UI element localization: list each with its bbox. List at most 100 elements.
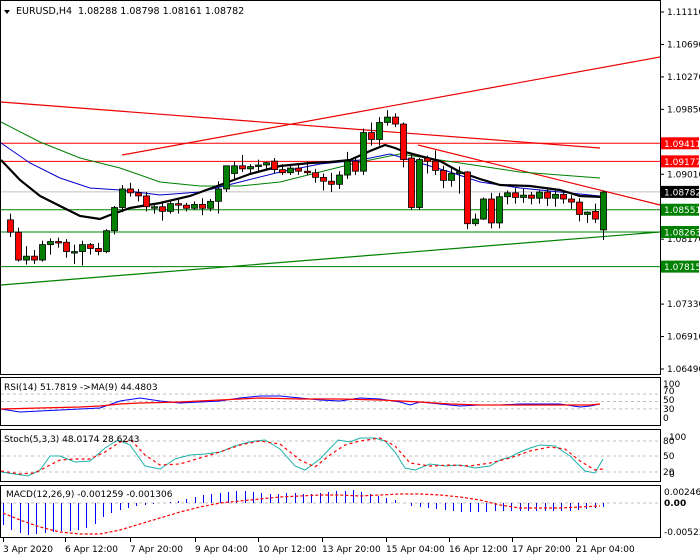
bear-candle-body (304, 170, 311, 174)
chart-header: EURUSD,H4 1.08288 1.08798 1.08161 1.0878… (4, 6, 244, 17)
bear-candle-body (159, 206, 166, 212)
price-label-1.07815: 1.07815 (661, 260, 700, 273)
candle (15, 227, 22, 262)
candle (512, 188, 519, 204)
candle (408, 154, 415, 210)
bull-candle-body (416, 159, 423, 208)
price-label-text: 1.08782 (664, 188, 700, 198)
candle (119, 185, 126, 213)
rsi-level-label: 100 (663, 380, 680, 390)
stoch-pane (0, 429, 661, 482)
candle (215, 181, 222, 214)
price-plot (0, 56, 661, 286)
rsi-title: RSI(14) 51.7819 ->MA(9) 44.4803 (4, 383, 158, 393)
price-label-1.08551: 1.08551 (661, 203, 700, 216)
bull-candle-body (223, 165, 230, 190)
stoch-level-label: 100 (669, 433, 686, 443)
price-label-text: 1.09411 (664, 140, 700, 150)
price-label-1.09177: 1.09177 (661, 155, 700, 168)
price-axis: 1.11110 1.10690 1.10270 1.09850 1.09010 1.081… (660, 8, 700, 375)
bull-candle-body (287, 167, 294, 174)
candle (79, 240, 86, 266)
triangle-down-icon[interactable] (4, 10, 10, 14)
bull-candle-body (344, 160, 351, 176)
macd-level-label: -0.005237 (664, 528, 700, 538)
bull-candle-body (504, 192, 511, 198)
stoch-main-line (0, 437, 604, 477)
bear-candle-body (87, 244, 94, 249)
bull-candle-body (496, 196, 503, 224)
price-label-bg (661, 185, 699, 198)
candle (352, 157, 359, 176)
price-tick-label: 1.09010 (667, 170, 700, 180)
candle (328, 172, 335, 193)
candle (167, 201, 174, 214)
time-tick-label: 15 Apr 04:00 (386, 545, 445, 555)
bear-candle-body (15, 231, 22, 261)
bear-candle-body (576, 201, 583, 215)
candle (7, 213, 14, 237)
candle (63, 239, 70, 258)
price-tick-label: 1.06490 (667, 365, 700, 375)
price-tick-label: 1.08170 (667, 235, 700, 245)
bear-candle-body (392, 116, 399, 125)
bull-candle-body (119, 188, 126, 208)
candle (312, 168, 319, 183)
time-axis: 3 Apr 2020 6 Apr 12:00 7 Apr 20:00 9 Apr 04… (3, 538, 635, 555)
time-tick-label: 9 Apr 04:00 (195, 545, 248, 555)
rsi-level-label: 70 (663, 387, 675, 397)
candle (392, 113, 399, 128)
candle (255, 159, 262, 172)
candle (456, 166, 463, 194)
price-label-1.09411: 1.09411 (661, 137, 700, 150)
candle (231, 161, 238, 179)
candle (440, 165, 447, 189)
candle (199, 198, 206, 216)
bull-candle-body (480, 198, 487, 220)
time-tick-label: 6 Apr 12:00 (65, 545, 118, 555)
ohlc-values: 1.08288 1.08798 1.08161 1.08782 (78, 6, 244, 17)
candle (584, 211, 591, 223)
rsi-ma-line (0, 397, 601, 410)
bear-candle-body (312, 172, 319, 178)
bull-candle-body (384, 116, 391, 123)
bear-candle-body (239, 165, 246, 170)
candle (55, 237, 62, 248)
bull-candle-body (231, 165, 238, 174)
main-pane (0, 0, 661, 375)
bull-candle-body (360, 132, 367, 172)
candle (247, 164, 254, 176)
bull-candle-body (167, 203, 174, 212)
bear-candle-body (328, 180, 335, 185)
candle (151, 203, 158, 214)
candle (31, 250, 38, 264)
candle (464, 171, 471, 230)
bear-candle-body (368, 132, 375, 140)
bull-candle-body (79, 244, 86, 252)
bear-candle-body (408, 157, 415, 208)
rsi-plot (0, 393, 660, 413)
candle (87, 243, 94, 255)
candle (159, 201, 166, 221)
bear-candle-body (55, 241, 62, 244)
macd-title: MACD(12,26,9) -0.001259 -0.001306 (6, 490, 173, 500)
rising-trendline-red (121, 56, 661, 156)
bull-candle-body (247, 166, 254, 170)
ma-black-line (0, 143, 604, 221)
candle (183, 202, 190, 212)
bear-candle-body (544, 191, 551, 199)
candle (223, 165, 230, 193)
price-label-bg (661, 155, 699, 168)
price-label-bg (661, 225, 699, 238)
macd-axis: 0.0024630.00 -0.005237 (664, 488, 700, 538)
price-label-text: 1.08263 (664, 228, 700, 238)
candle (23, 246, 30, 265)
price-label-text: 1.09177 (664, 158, 700, 168)
bear-candle-body (183, 204, 190, 209)
candle (448, 168, 455, 187)
time-tick-label: 16 Apr 12:00 (449, 545, 508, 555)
stoch-level-label: 80 (663, 437, 675, 447)
candle (320, 173, 327, 191)
